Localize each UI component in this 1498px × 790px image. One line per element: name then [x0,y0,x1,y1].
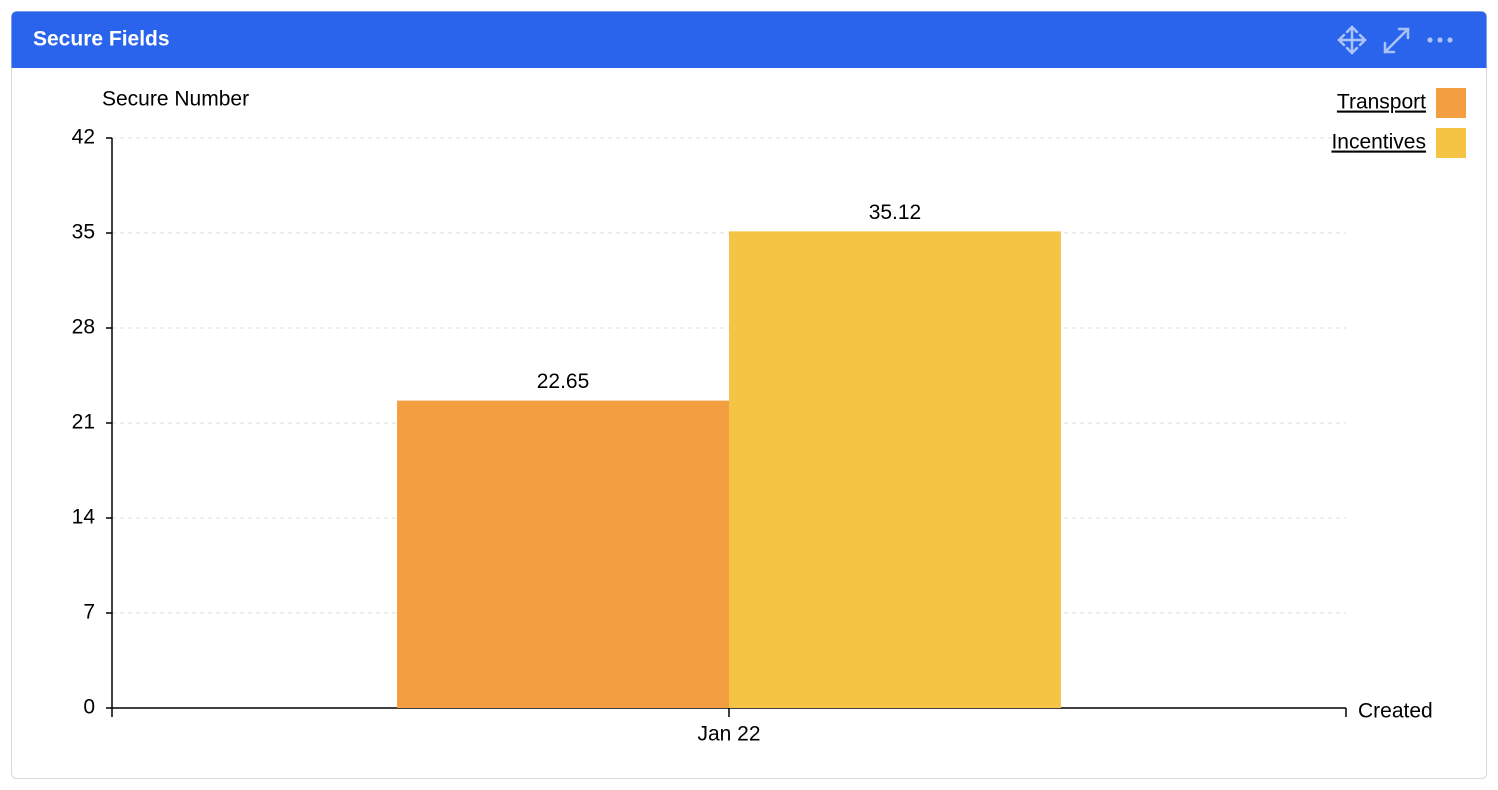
x-tick-label: Jan 22 [697,723,760,746]
y-tick-label: 14 [72,506,96,529]
value-label: 22.65 [537,370,590,393]
legend-swatch[interactable] [1436,88,1466,118]
x-axis-label: Created [1358,700,1433,723]
legend-label[interactable]: Transport [1337,91,1426,114]
y-axis-label: Secure Number [102,88,249,111]
legend-label[interactable]: Incentives [1331,131,1426,154]
header [11,11,1487,68]
y-tick-label: 0 [83,696,95,719]
y-tick-label: 7 [83,601,95,624]
y-tick-label: 35 [72,221,95,244]
expand-icon[interactable] [1383,27,1410,54]
y-tick-label: 42 [72,126,95,149]
y-tick-label: 28 [72,316,95,339]
legend-swatch[interactable] [1436,128,1466,158]
move-icon[interactable] [1337,25,1367,55]
widget-title: Secure Fields [33,28,170,51]
y-tick-label: 21 [72,411,95,434]
more-icon[interactable] [1427,37,1453,43]
value-label: 35.12 [869,201,922,224]
bar [729,231,1061,708]
bar [397,400,729,708]
